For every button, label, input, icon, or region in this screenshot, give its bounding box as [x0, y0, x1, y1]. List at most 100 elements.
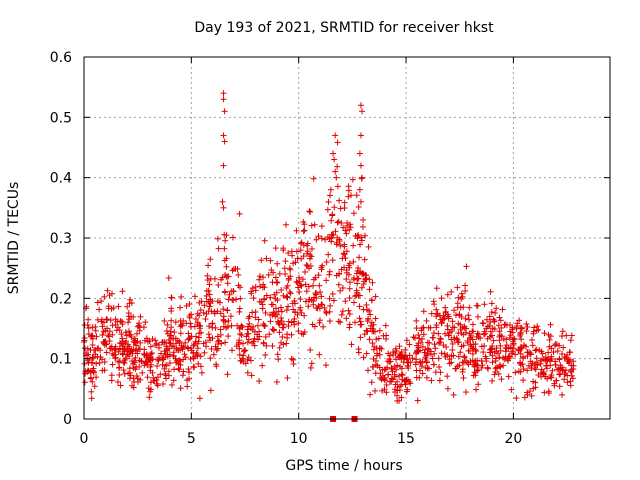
data-point — [141, 352, 148, 359]
data-point — [256, 276, 263, 283]
data-point — [165, 336, 172, 343]
data-point — [493, 364, 500, 371]
data-point — [251, 342, 258, 349]
data-point — [148, 361, 155, 368]
data-point — [207, 355, 214, 362]
data-point — [519, 353, 526, 360]
data-point — [116, 340, 123, 347]
data-point — [467, 358, 474, 365]
data-point — [440, 316, 447, 323]
data-point — [104, 325, 111, 332]
data-point — [514, 320, 521, 327]
data-point — [259, 362, 266, 369]
data-point — [219, 274, 226, 281]
data-point — [487, 318, 494, 325]
data-point — [303, 288, 310, 295]
data-point — [165, 275, 172, 282]
data-point — [213, 363, 220, 370]
data-point — [252, 287, 259, 294]
data-point — [201, 302, 208, 309]
data-point — [327, 302, 334, 309]
data-point — [306, 255, 313, 262]
data-point — [248, 372, 255, 379]
data-point — [500, 362, 507, 369]
data-point — [196, 330, 203, 337]
data-point — [474, 330, 481, 337]
data-point — [517, 329, 524, 336]
data-point — [450, 352, 457, 359]
data-point — [177, 304, 184, 311]
data-point — [209, 335, 216, 342]
data-point — [354, 235, 361, 242]
data-point — [284, 282, 291, 289]
data-point — [176, 366, 183, 373]
data-point — [237, 284, 244, 291]
data-point — [489, 343, 496, 350]
data-point — [284, 374, 291, 381]
data-point — [350, 275, 357, 282]
data-point — [422, 354, 429, 361]
data-point — [273, 279, 280, 286]
data-point — [168, 381, 175, 388]
data-point — [330, 231, 337, 238]
data-point — [153, 377, 160, 384]
data-point — [164, 321, 171, 328]
data-point — [217, 326, 224, 333]
data-point — [370, 346, 377, 353]
data-point — [427, 324, 434, 331]
data-point — [398, 365, 405, 372]
data-point — [373, 352, 380, 359]
data-point — [455, 294, 462, 301]
data-point — [121, 360, 128, 367]
data-point — [206, 334, 213, 341]
data-point — [528, 336, 535, 343]
data-point — [383, 389, 390, 396]
data-point — [512, 369, 519, 376]
data-point — [424, 350, 431, 357]
data-point — [252, 309, 259, 316]
data-point — [213, 347, 220, 354]
data-point — [352, 319, 359, 326]
data-point — [433, 306, 440, 313]
data-point — [258, 257, 265, 264]
data-point — [106, 345, 113, 352]
data-point — [365, 243, 372, 250]
data-point — [93, 374, 100, 381]
data-point — [272, 305, 279, 312]
data-point — [276, 270, 283, 277]
data-point — [555, 366, 562, 373]
data-point — [168, 308, 175, 315]
data-point — [496, 314, 503, 321]
data-point — [341, 251, 348, 258]
data-point — [208, 345, 215, 352]
data-point — [380, 375, 387, 382]
data-point — [240, 352, 247, 359]
data-point — [488, 332, 495, 339]
data-point — [181, 351, 188, 358]
data-point — [364, 367, 371, 374]
data-point — [246, 320, 253, 327]
data-point — [419, 336, 426, 343]
data-point — [559, 391, 566, 398]
data-point — [359, 223, 366, 230]
data-point — [304, 248, 311, 255]
data-point — [470, 372, 477, 379]
data-point — [398, 349, 405, 356]
data-point — [358, 284, 365, 291]
data-point — [333, 239, 340, 246]
data-point — [127, 296, 134, 303]
data-point — [527, 388, 534, 395]
data-point — [81, 322, 88, 329]
data-point — [308, 245, 315, 252]
data-point — [109, 361, 116, 368]
data-point — [238, 322, 245, 329]
data-point — [236, 351, 243, 358]
data-point — [272, 295, 279, 302]
data-point — [391, 371, 398, 378]
data-point — [88, 395, 95, 402]
data-point — [160, 356, 167, 363]
data-point — [455, 338, 462, 345]
data-point — [188, 311, 195, 318]
data-point — [334, 183, 341, 190]
data-point — [106, 328, 113, 335]
